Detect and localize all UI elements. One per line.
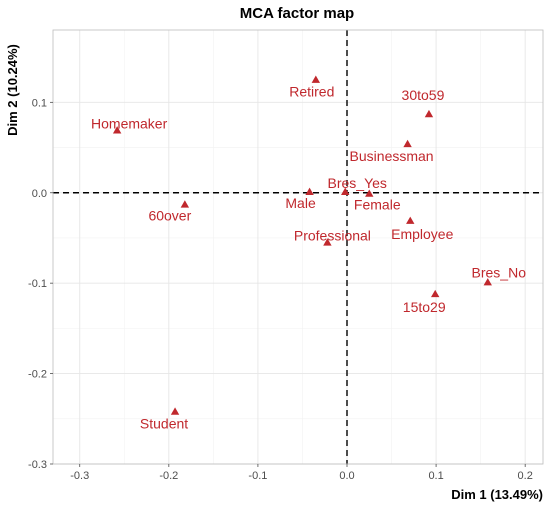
x-tick-label: 0.1 — [428, 470, 443, 482]
y-axis: -0.3 -0.2 -0.1 0.0 0.1 — [28, 97, 53, 471]
point-15to29 — [431, 289, 440, 298]
data-points — [112, 75, 492, 415]
chart-title: MCA factor map — [240, 5, 354, 22]
label-15to29: 15to29 — [403, 299, 446, 315]
point-student — [170, 407, 180, 415]
x-tick-label: 0.2 — [518, 470, 533, 482]
label-female: Female — [354, 197, 401, 213]
reference-lines — [53, 30, 543, 464]
label-employee: Employee — [391, 226, 453, 242]
x-axis: -0.3 -0.2 -0.1 0.0 0.1 0.2 — [70, 464, 533, 482]
y-tick-label: -0.3 — [28, 459, 47, 471]
y-tick-label: -0.1 — [28, 278, 47, 290]
x-tick-label: -0.2 — [159, 470, 178, 482]
point-male — [305, 187, 314, 195]
point-female — [365, 189, 374, 197]
panel-border — [52, 29, 544, 465]
point-30to59 — [424, 109, 434, 118]
x-tick-label: -0.3 — [70, 470, 89, 482]
label-businessman: Businessman — [350, 148, 434, 164]
label-retired: Retired — [289, 84, 334, 100]
point-professional — [323, 238, 332, 246]
label-bres-no: Bres_No — [472, 264, 527, 280]
label-30to59: 30to59 — [402, 87, 445, 103]
point-60over — [180, 200, 190, 208]
label-homemaker: Homemaker — [91, 115, 168, 131]
point-bres-no — [483, 278, 492, 286]
point-homemaker — [112, 126, 122, 134]
label-professional: Professional — [294, 227, 371, 243]
x-axis-title: Dim 1 (13.49%) — [451, 487, 543, 502]
data-labels: Retired 30to59 Homemaker Businessman Bres_Ye… — [91, 84, 526, 432]
label-student: Student — [140, 416, 188, 432]
point-bres-yes — [341, 187, 350, 195]
y-tick-label: -0.2 — [28, 369, 47, 381]
point-retired — [311, 75, 321, 83]
point-businessman — [403, 139, 412, 148]
y-tick-label: 0.0 — [32, 188, 47, 200]
label-male: Male — [285, 195, 316, 211]
label-bres-yes: Bres_Yes — [328, 175, 387, 191]
x-tick-label: 0.0 — [339, 470, 354, 482]
label-60over: 60over — [148, 208, 191, 224]
y-tick-label: 0.1 — [32, 97, 47, 109]
x-tick-label: -0.1 — [248, 470, 267, 482]
y-axis-title: Dim 2 (10.24%) — [5, 44, 20, 136]
point-employee — [406, 216, 415, 224]
